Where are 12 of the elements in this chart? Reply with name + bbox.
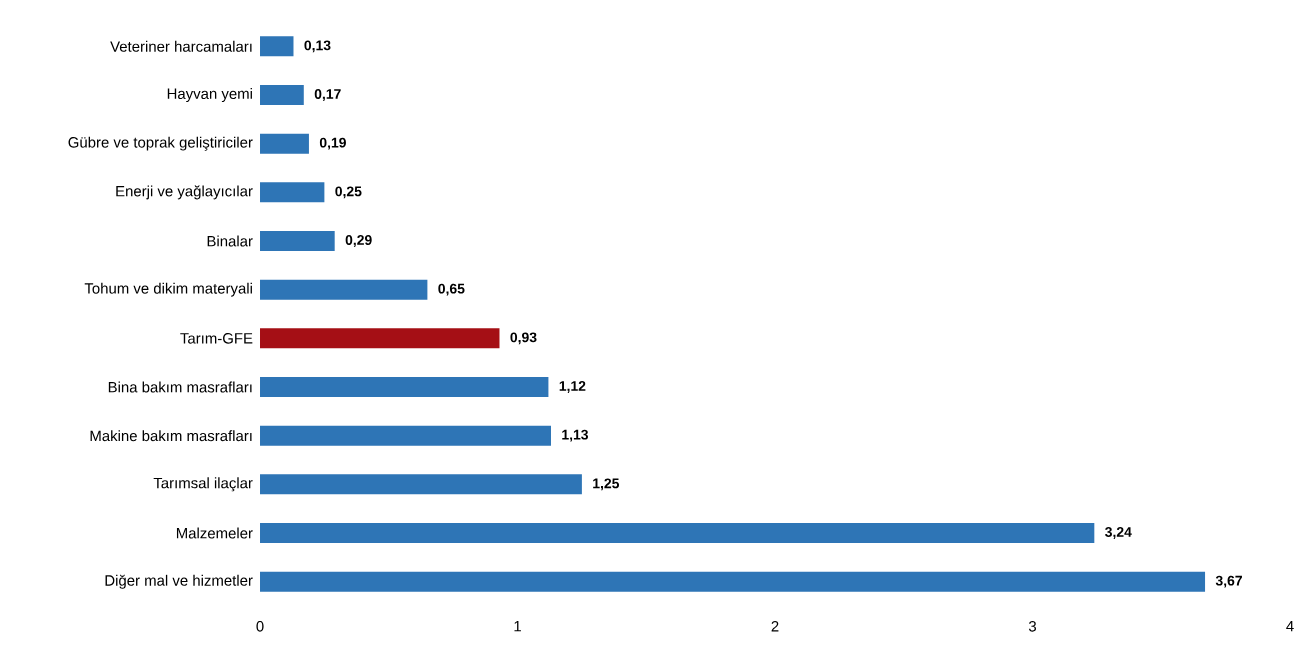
bar: [260, 523, 1095, 544]
bar: [260, 571, 1206, 592]
bar: [260, 182, 325, 203]
bar: [260, 425, 551, 446]
bar: [260, 328, 500, 349]
bar: [260, 377, 549, 398]
bar: [260, 231, 335, 251]
bar: [260, 36, 294, 57]
bar: [260, 474, 582, 495]
bar: [260, 279, 428, 300]
bar: [260, 133, 309, 154]
bar: [260, 85, 304, 105]
